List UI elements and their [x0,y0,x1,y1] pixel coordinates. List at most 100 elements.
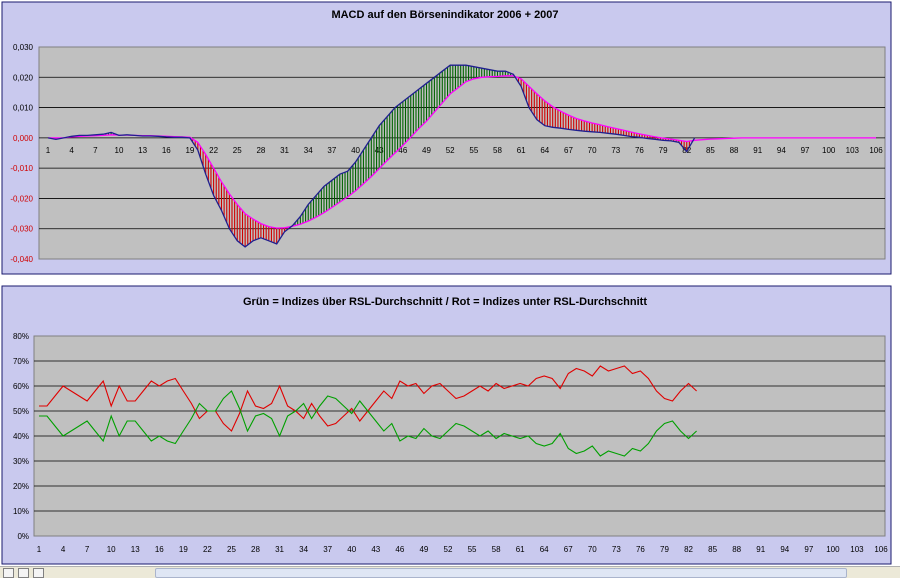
rsl-x-tick-label: 67 [564,545,573,554]
rsl-y-tick-label: 40% [13,432,29,441]
macd-x-tick-label: 13 [138,146,147,155]
macd-x-tick-label: 106 [869,146,883,155]
rsl-lines [39,365,697,457]
macd-x-tick-label: 85 [706,146,715,155]
rsl-x-tick-label: 49 [419,545,428,554]
rsl-x-tick-label: 52 [444,545,453,554]
rsl-x-tick-label: 82 [684,545,693,554]
rsl-x-tick-label: 28 [251,545,260,554]
rsl-x-tick-label: 43 [371,545,380,554]
rsl-x-tick-label: 61 [516,545,525,554]
rsl-x-tick-label: 85 [708,545,717,554]
macd-x-tick-label: 28 [256,146,265,155]
macd-x-tick-label: 1 [46,146,51,155]
macd-chart-title: MACD auf den Börsenindikator 2006 + 2007 [331,9,558,21]
rsl-y-tick-label: 60% [13,382,29,391]
macd-x-tick-label: 64 [540,146,549,155]
rsl-x-tick-label: 22 [203,545,212,554]
macd-x-tick-label: 25 [233,146,242,155]
rsl-x-tick-label: 70 [588,545,597,554]
status-bar [0,566,900,578]
macd-x-tick-label: 94 [777,146,786,155]
macd-x-tick-label: 7 [93,146,98,155]
macd-x-tick-label: 46 [398,146,407,155]
macd-x-tick-label: 40 [351,146,360,155]
macd-x-tick-label: 70 [588,146,597,155]
rsl-y-axis-ticks: 80% 70% 60% 50% 40% 30% 20% 10% 0% [13,332,29,541]
macd-x-tick-label: 91 [753,146,762,155]
macd-x-tick-label: 10 [115,146,124,155]
rsl-gridlines [34,360,885,512]
macd-y-tick-label: 0,030 [13,43,34,52]
rsl-y-tick-label: 70% [13,357,29,366]
rsl-x-tick-label: 76 [636,545,645,554]
rsl-x-tick-label: 40 [347,545,356,554]
rsl-x-tick-label: 100 [826,545,840,554]
macd-y-axis-ticks: 0,030 0,020 0,010 0,000 -0,010 -0,020 -0,030 -0… [10,43,33,264]
macd-lines [47,64,876,248]
macd-y-tick-label: -0,030 [10,225,33,234]
macd-x-tick-label: 37 [327,146,336,155]
rsl-y-tick-label: 20% [13,482,29,491]
macd-x-tick-label: 58 [493,146,502,155]
rsl-green-line [39,390,697,457]
rsl-y-tick-label: 30% [13,457,29,466]
rsl-y-tick-label: 50% [13,407,29,416]
rsl-x-tick-label: 10 [107,545,116,554]
macd-x-tick-label: 73 [611,146,620,155]
macd-x-tick-label: 19 [185,146,194,155]
macd-plot-area [38,46,886,260]
rsl-x-tick-label: 31 [275,545,284,554]
macd-x-axis-ticks: 1 4 7 10 13 16 19 22 25 28 31 34 37 40 43 46 49 52 55 58 61 6… [46,146,883,155]
macd-y-tick-label: -0,040 [10,255,33,264]
macd-x-tick-label: 4 [69,146,74,155]
rsl-x-tick-label: 4 [61,545,66,554]
macd-line [47,64,696,248]
macd-x-tick-label: 61 [517,146,526,155]
rsl-x-tick-label: 46 [395,545,404,554]
rsl-x-tick-label: 7 [85,545,90,554]
macd-x-tick-label: 103 [846,146,860,155]
macd-x-tick-label: 76 [635,146,644,155]
macd-x-tick-label: 88 [730,146,739,155]
macd-y-tick-label: 0,020 [13,73,34,82]
macd-x-tick-label: 22 [209,146,218,155]
macd-x-tick-label: 16 [162,146,171,155]
macd-x-tick-label: 31 [280,146,289,155]
macd-x-tick-label: 67 [564,146,573,155]
rsl-x-tick-label: 55 [468,545,477,554]
rsl-x-tick-label: 88 [732,545,741,554]
rsl-x-tick-label: 97 [804,545,813,554]
rsl-x-tick-label: 106 [874,545,888,554]
rsl-x-tick-label: 58 [492,545,501,554]
macd-x-tick-label: 49 [422,146,431,155]
rsl-x-tick-label: 79 [660,545,669,554]
rsl-y-tick-label: 0% [17,532,29,541]
rsl-x-tick-label: 1 [37,545,42,554]
rsl-y-tick-label: 10% [13,507,29,516]
rsl-x-tick-label: 91 [756,545,765,554]
macd-x-tick-label: 100 [822,146,836,155]
rsl-x-tick-label: 34 [299,545,308,554]
rsl-x-tick-label: 16 [155,545,164,554]
macd-x-tick-label: 34 [304,146,313,155]
macd-histogram [55,65,693,247]
rsl-x-tick-label: 73 [612,545,621,554]
macd-y-tick-label: 0,000 [13,134,34,143]
macd-gridlines [39,76,885,230]
macd-y-tick-label: -0,020 [10,194,33,203]
rsl-x-tick-label: 37 [323,545,332,554]
macd-x-tick-label: 52 [446,146,455,155]
macd-y-tick-label: 0,010 [13,104,34,113]
rsl-x-tick-label: 94 [780,545,789,554]
rsl-x-tick-label: 103 [850,545,864,554]
rsl-y-tick-label: 80% [13,332,29,341]
macd-y-tick-label: -0,010 [10,164,33,173]
rsl-x-tick-label: 64 [540,545,549,554]
macd-x-tick-label: 55 [469,146,478,155]
rsl-x-tick-label: 13 [131,545,140,554]
macd-x-tick-label: 97 [801,146,810,155]
rsl-x-axis-ticks: 1 4 7 10 13 16 19 22 25 28 31 34 37 40 43 46 49 52 55 58 61 6… [37,545,888,554]
rsl-x-tick-label: 25 [227,545,236,554]
